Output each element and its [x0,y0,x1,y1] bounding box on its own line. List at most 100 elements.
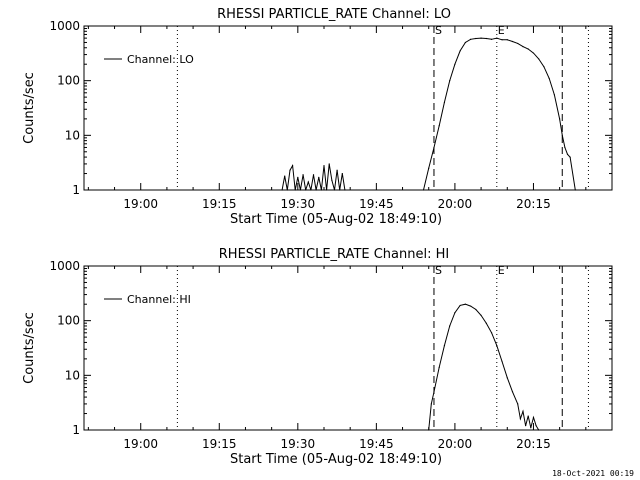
data-point [561,134,563,136]
event-marker-label: E [498,264,505,277]
data-point [532,416,535,419]
data-point [318,176,320,179]
data-point [428,429,430,431]
data-point [501,360,503,362]
x-tick-label: 19:00 [123,197,158,211]
data-point [341,172,343,175]
data-point [320,189,322,191]
chart-panel-1: RHESSI PARTICLE_RATE Channel: LO 1 10 100 10… [22,7,613,227]
y-tick-label: 10 [65,368,80,382]
event-marker-label: E [498,24,505,37]
data-point [299,189,302,191]
data-point [286,189,288,191]
data-point [501,39,503,41]
data-point [511,391,514,393]
event-marker-label: S [435,264,442,277]
y-tick-label: 1000 [49,19,80,33]
data-point [525,425,527,427]
data-point [569,156,571,158]
data-point [490,38,493,40]
plot-frame [83,265,613,431]
data-point [574,189,576,191]
data-point [336,169,338,171]
data-point [535,425,537,427]
data-point [538,58,540,60]
y-tick-label: 10 [65,128,80,142]
data-point [323,164,325,167]
x-tick-label: 20:15 [516,197,551,211]
data-point [294,189,296,191]
data-point [475,308,477,311]
data-point [532,52,535,54]
data-point [430,403,432,405]
data-point [511,40,514,43]
legend-entry: Channel: HI [127,293,191,306]
data-point [443,101,446,104]
chart-title: RHESSI PARTICLE_RATE Channel: LO [217,7,451,22]
data-point [326,189,328,191]
x-tick-label: 19:45 [359,197,394,211]
data-point [443,344,446,347]
data-point [433,391,435,393]
chart-panel-2: RHESSI PARTICLE_RATE Channel: HI 1 10 100 10… [22,247,613,467]
data-point [522,45,524,48]
data-point [289,169,291,171]
data-point [519,418,521,420]
data-point [470,305,472,307]
data-point [459,304,461,307]
y-tick-label: 1 [72,423,80,437]
x-axis-label: Start Time (05-Aug-02 18:49:10) [230,452,442,467]
y-tick-label: 100 [57,314,80,328]
data-point [496,37,498,39]
data-point [459,50,461,52]
x-tick-label: 20:15 [516,437,551,451]
data-point [433,146,435,149]
y-tick-label: 100 [57,74,80,88]
data-point [517,42,519,45]
data-point [331,179,333,181]
data-point [438,366,440,368]
data-point [548,77,550,80]
x-tick-label: 20:00 [438,197,473,211]
data-point [553,94,556,96]
data-point [480,314,482,316]
y-tick-label: 1 [72,183,80,197]
x-tick-label: 19:15 [202,437,237,451]
x-tick-label: 19:30 [281,437,316,451]
data-point [333,189,336,191]
data-point [454,63,456,65]
data-point [470,38,472,40]
data-point [454,312,456,314]
data-point [475,37,477,40]
x-tick-label: 19:15 [202,197,237,211]
generation-timestamp: 18-Oct-2021 00:19 [552,469,634,478]
data-point [302,174,304,176]
y-tick-label: 1000 [49,259,80,273]
data-point [522,410,524,412]
data-point [490,332,493,334]
data-point [449,325,451,327]
data-point [428,167,430,169]
data-point [307,181,309,183]
series-line [281,37,576,191]
data-point [464,41,466,44]
data-point [564,146,566,149]
data-point [530,427,532,429]
data-point [422,189,425,191]
x-axis-label: Start Time (05-Aug-02 18:49:10) [230,212,442,227]
data-point [339,189,341,191]
data-point [559,118,561,120]
data-point [344,189,346,191]
x-tick-label: 19:00 [123,437,158,451]
data-point [480,37,482,39]
data-point [310,189,312,191]
data-point [312,174,315,176]
plot-frame [83,25,613,191]
data-point [543,66,545,68]
data-point [538,429,540,431]
data-point [506,39,508,41]
data-point [449,80,451,82]
event-marker-label: S [435,24,442,37]
data-point [506,377,508,379]
